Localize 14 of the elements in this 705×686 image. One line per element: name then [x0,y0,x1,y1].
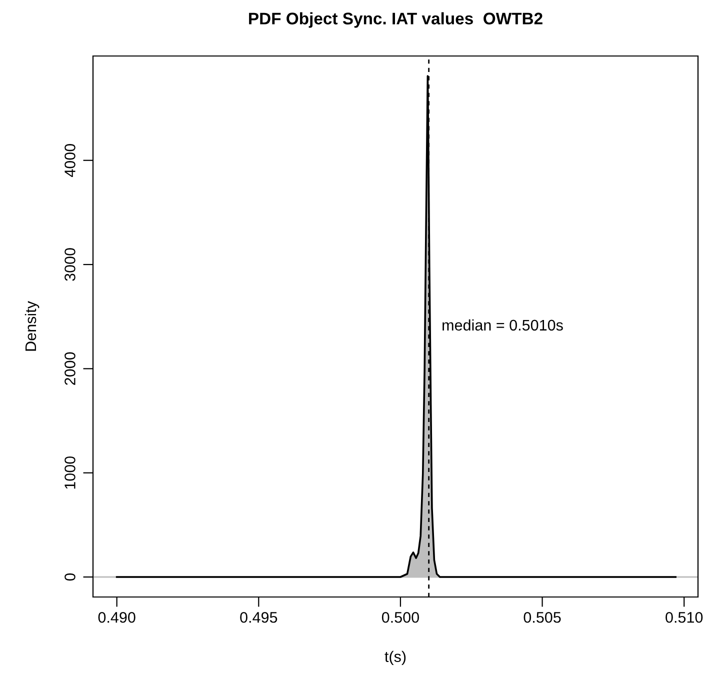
y-tick-label: 0 [64,573,76,581]
ref-line-label: median = 0.5010s [442,319,563,331]
x-tick-label: 0.500 [382,612,419,623]
x-axis-title: t(s) [384,650,406,666]
y-tick-label: 3000 [64,248,76,281]
x-tick-label: 0.495 [240,612,278,623]
chart-title: PDF Object Sync. IAT values OWTB2 [249,12,542,28]
y-tick-label: 2000 [64,352,76,385]
y-axis-title: Density [24,301,40,351]
x-tick-label: 0.490 [98,612,136,623]
x-tick-label: 0.510 [666,612,703,623]
x-tick-label: 0.505 [524,612,561,623]
y-tick-label: 1000 [64,456,76,489]
y-tick-label: 4000 [64,144,76,178]
